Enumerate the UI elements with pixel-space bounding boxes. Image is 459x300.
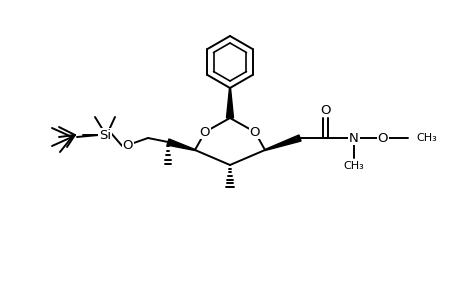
- Text: O: O: [320, 103, 330, 116]
- Text: O: O: [123, 139, 133, 152]
- Polygon shape: [264, 135, 300, 151]
- Text: O: O: [377, 131, 387, 145]
- Text: O: O: [199, 125, 210, 139]
- Text: O: O: [199, 125, 210, 139]
- Text: N: N: [348, 131, 358, 145]
- Text: O: O: [123, 139, 133, 152]
- Text: N: N: [348, 131, 358, 145]
- Polygon shape: [167, 139, 195, 151]
- Text: CH₃: CH₃: [343, 161, 364, 171]
- Text: O: O: [320, 103, 330, 116]
- Text: O: O: [249, 125, 260, 139]
- Text: Si: Si: [99, 128, 111, 142]
- Polygon shape: [226, 88, 233, 118]
- Text: Si: Si: [99, 128, 111, 142]
- Text: O: O: [377, 131, 387, 145]
- Text: O: O: [249, 125, 260, 139]
- Text: CH₃: CH₃: [415, 133, 436, 143]
